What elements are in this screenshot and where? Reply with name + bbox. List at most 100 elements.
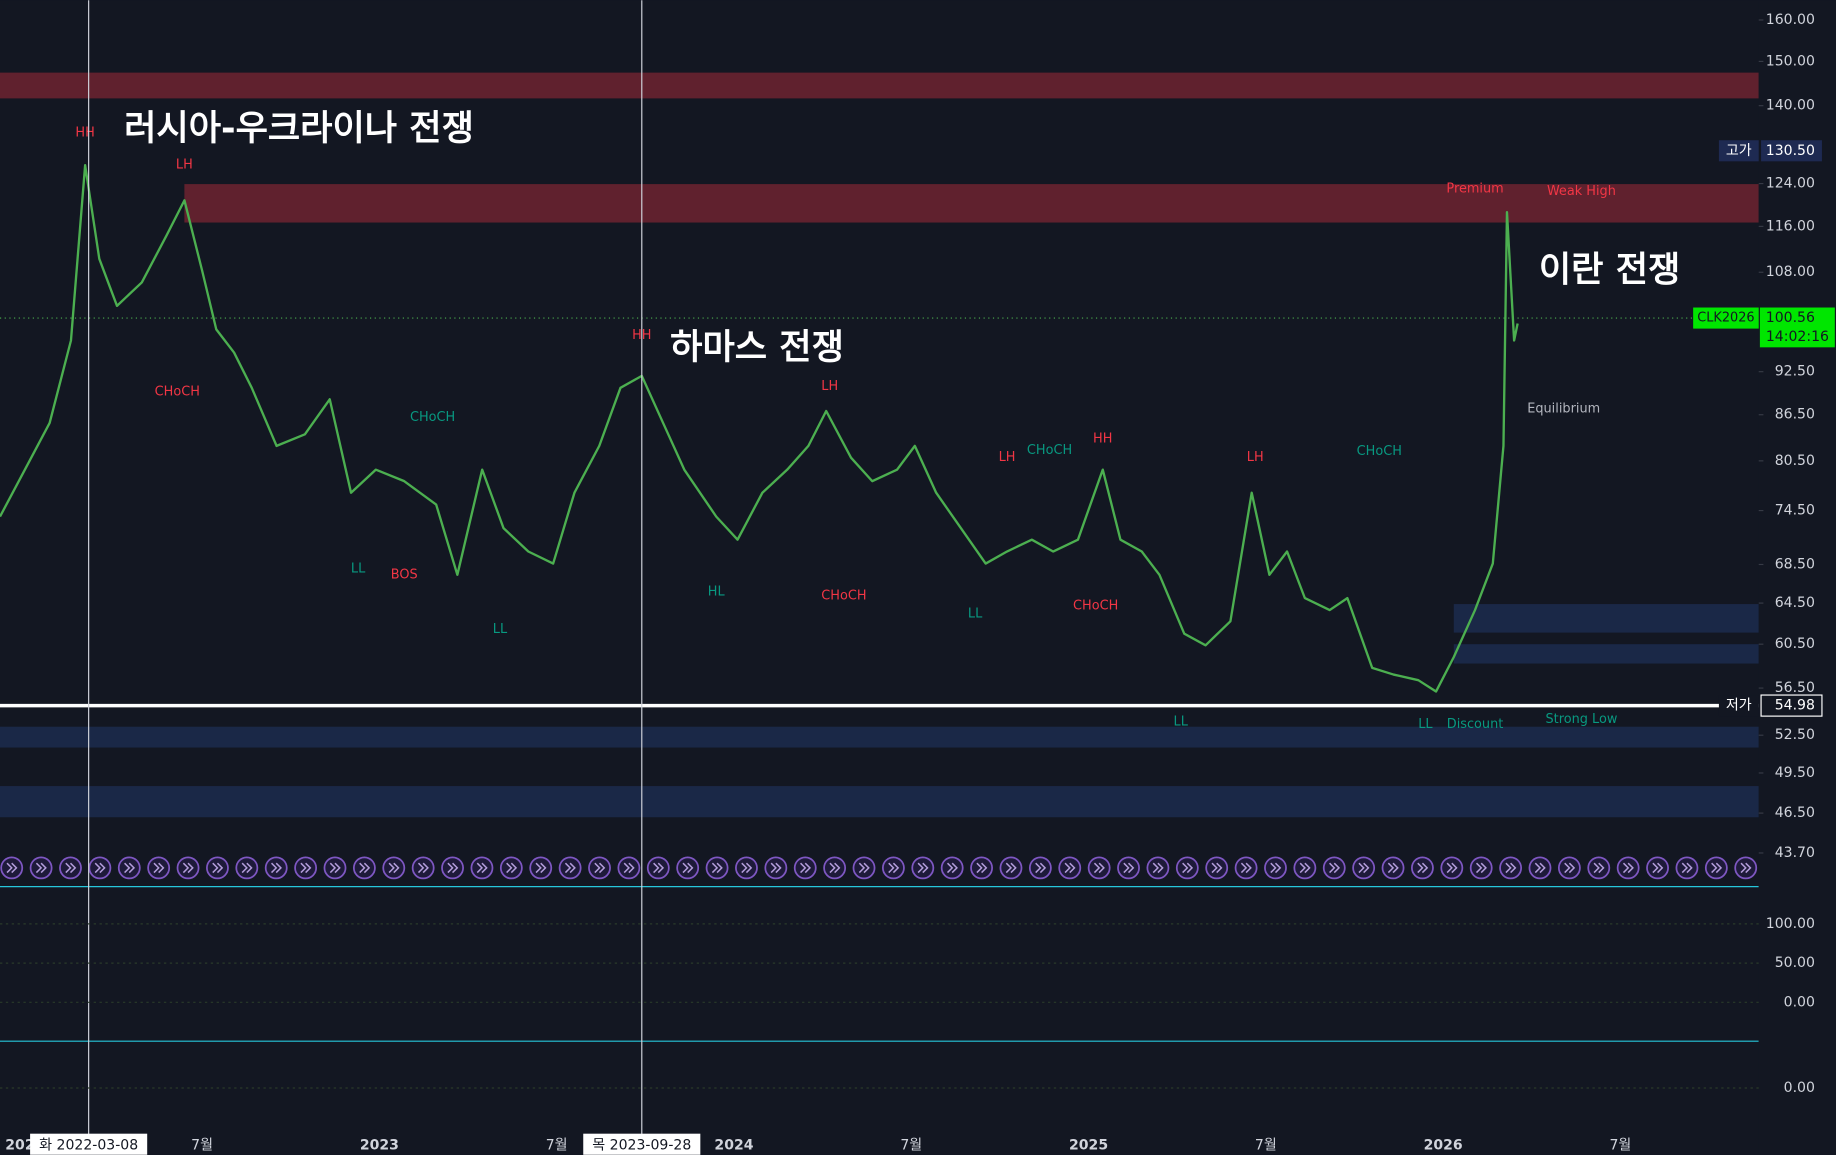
icon-arrow: [1240, 862, 1252, 874]
icon-arrow: [124, 862, 136, 874]
icon-arrow: [1593, 862, 1605, 874]
y-tick-label: 108.00: [1766, 264, 1815, 280]
y-tick-label: 140.00: [1766, 98, 1815, 114]
zone: [184, 184, 1759, 223]
y-tick-label: 43.70: [1775, 845, 1815, 861]
icon-arrow: [1005, 862, 1017, 874]
icon-arrow: [1358, 862, 1370, 874]
icon-arrow: [1093, 862, 1105, 874]
structure-label: LH: [1247, 450, 1264, 465]
icon-arrow: [1505, 862, 1517, 874]
structure-label: LL: [1418, 717, 1433, 732]
icon-arrow: [1652, 862, 1664, 874]
icon-arrow: [1182, 862, 1194, 874]
y-tick-label: 46.50: [1775, 805, 1815, 821]
icon-arrow: [946, 862, 958, 874]
x-tick-label: 2025: [1069, 1137, 1108, 1153]
icon-arrow: [447, 862, 459, 874]
low-badge: [1718, 695, 1759, 717]
icon-arrow: [1064, 862, 1076, 874]
y-tick-label: 116.00: [1766, 218, 1815, 234]
structure-label: LH: [999, 450, 1016, 465]
price-line: [0, 164, 1519, 693]
icon-arrow: [800, 862, 812, 874]
annotation: 이란 전쟁: [1539, 250, 1680, 291]
icon-arrow: [1740, 862, 1752, 874]
x-tick-label: 7월: [1609, 1137, 1631, 1153]
icon-arrow: [1035, 862, 1047, 874]
pane-tick-label: 0.00: [1784, 1080, 1815, 1096]
icon-arrow: [653, 862, 665, 874]
structure-label: LL: [351, 562, 366, 577]
high-value: 130.50: [1766, 143, 1815, 159]
structure-label: CHoCH: [155, 385, 200, 400]
structure-label: Premium: [1446, 181, 1503, 196]
icon-arrow: [623, 862, 635, 874]
icon-arrow: [476, 862, 488, 874]
structure-label: LH: [176, 158, 193, 173]
low-badge-label: 저가: [1726, 698, 1752, 714]
crosshair-label: 화 2022-03-08: [39, 1137, 138, 1153]
icon-arrow: [1446, 862, 1458, 874]
y-tick-label: 92.50: [1775, 364, 1815, 380]
high-value-badge: [1761, 140, 1822, 162]
structure-label: CHoCH: [1073, 599, 1118, 614]
icon-arrow: [1329, 862, 1341, 874]
icon-arrow: [741, 862, 753, 874]
icon-arrow: [6, 862, 18, 874]
icon-arrow: [35, 862, 47, 874]
structure-label: HH: [1093, 431, 1112, 446]
structure-label: HH: [75, 125, 94, 140]
y-tick-label: 150.00: [1766, 53, 1815, 69]
structure-label: Discount: [1447, 717, 1504, 732]
icon-arrow: [594, 862, 606, 874]
icon-arrow: [359, 862, 371, 874]
structure-label: HL: [708, 585, 726, 600]
crosshair-label: 목 2023-09-28: [592, 1137, 691, 1153]
last-value-badge: [1759, 307, 1835, 348]
structure-label: LL: [493, 622, 508, 637]
pane-tick-label: 100.00: [1766, 916, 1815, 932]
zone: [0, 72, 1759, 99]
icon-arrow: [241, 862, 253, 874]
icon-arrow: [1211, 862, 1223, 874]
countdown: 14:02:16: [1766, 329, 1829, 345]
x-tick-label: 7월: [546, 1137, 568, 1153]
y-tick-label: 80.50: [1775, 453, 1815, 469]
icon-arrow: [1299, 862, 1311, 874]
x-tick-label: 7월: [191, 1137, 213, 1153]
x-tick-label: 7월: [900, 1137, 922, 1153]
x-tick-label: 2026: [1424, 1137, 1463, 1153]
icon-arrow: [270, 862, 282, 874]
structure-label: CHoCH: [1357, 444, 1402, 459]
pane-tick-label: 0.00: [1784, 994, 1815, 1010]
icon-arrow: [1387, 862, 1399, 874]
icon-arrow: [94, 862, 106, 874]
icon-arrow: [153, 862, 165, 874]
crosshair-badge: [30, 1133, 148, 1155]
icon-arrow: [65, 862, 77, 874]
symbol-label: CLK2026: [1697, 311, 1754, 326]
high-badge-label: 고가: [1726, 143, 1752, 159]
y-tick-label: 68.50: [1775, 556, 1815, 572]
symbol-badge: [1693, 307, 1759, 329]
zone: [1453, 604, 1759, 633]
y-tick-label: 64.50: [1775, 595, 1815, 611]
icon-arrow: [917, 862, 929, 874]
annotation: 하마스 전쟁: [670, 327, 844, 368]
zone: [0, 726, 1759, 748]
icon-arrow: [182, 862, 194, 874]
icon-arrow: [506, 862, 518, 874]
structure-label: CHoCH: [410, 410, 455, 425]
icon-arrow: [1475, 862, 1487, 874]
icon-arrow: [682, 862, 694, 874]
structure-label: LL: [968, 607, 983, 622]
y-tick-label: 124.00: [1766, 176, 1815, 192]
icon-arrow: [1711, 862, 1723, 874]
icon-arrow: [1681, 862, 1693, 874]
low-value: 54.98: [1775, 698, 1815, 714]
icon-arrow: [711, 862, 723, 874]
icon-arrow: [388, 862, 400, 874]
